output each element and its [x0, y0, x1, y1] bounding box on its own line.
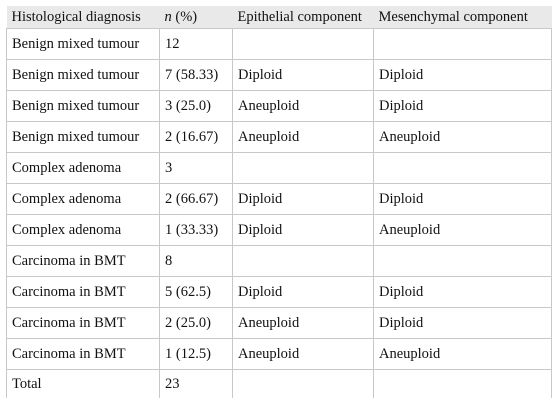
cell-n: 12 — [159, 28, 233, 60]
cell-epithelial — [232, 369, 374, 398]
cell-epithelial — [232, 28, 374, 60]
cell-diagnosis: Complex adenoma — [6, 214, 160, 246]
cell-mesenchymal: Aneuploid — [373, 121, 552, 153]
header-n-symbol: n — [164, 8, 172, 25]
cell-diagnosis: Total — [6, 369, 160, 398]
table-row: Carcinoma in BMT 2 (25.0) Aneuploid Dipl… — [6, 307, 552, 339]
header-histological-diagnosis: Histological diagnosis — [6, 6, 160, 29]
cell-epithelial — [232, 152, 374, 184]
cell-diagnosis: Benign mixed tumour — [6, 121, 160, 153]
cell-mesenchymal — [373, 245, 552, 277]
cell-diagnosis: Benign mixed tumour — [6, 90, 160, 122]
cell-n: 1 (12.5) — [159, 338, 233, 370]
cell-epithelial: Aneuploid — [232, 307, 374, 339]
table-row: Benign mixed tumour 2 (16.67) Aneuploid … — [6, 121, 552, 153]
cell-mesenchymal: Diploid — [373, 276, 552, 308]
cell-n: 2 (25.0) — [159, 307, 233, 339]
cell-n: 3 (25.0) — [159, 90, 233, 122]
cell-n: 23 — [159, 369, 233, 398]
cell-diagnosis: Complex adenoma — [6, 183, 160, 215]
cell-n: 3 — [159, 152, 233, 184]
cell-mesenchymal: Diploid — [373, 59, 552, 91]
cell-n: 8 — [159, 245, 233, 277]
header-n-suffix: (%) — [171, 8, 198, 25]
cell-n: 7 (58.33) — [159, 59, 233, 91]
cell-mesenchymal: Diploid — [373, 183, 552, 215]
cell-epithelial: Diploid — [232, 183, 374, 215]
cell-mesenchymal: Aneuploid — [373, 338, 552, 370]
cell-n: 2 (66.67) — [159, 183, 233, 215]
cell-epithelial: Diploid — [232, 59, 374, 91]
table-row: Carcinoma in BMT 8 — [6, 245, 552, 277]
cell-mesenchymal: Aneuploid — [373, 214, 552, 246]
cell-diagnosis: Carcinoma in BMT — [6, 307, 160, 339]
table-row: Benign mixed tumour 12 — [6, 28, 552, 60]
cell-epithelial: Aneuploid — [232, 338, 374, 370]
header-epithelial-component: Epithelial component — [232, 6, 374, 29]
cell-epithelial: Aneuploid — [232, 121, 374, 153]
cell-diagnosis: Benign mixed tumour — [6, 59, 160, 91]
header-row: Histological diagnosis n (%) Epithelial … — [6, 6, 552, 29]
cell-diagnosis: Carcinoma in BMT — [6, 338, 160, 370]
ploidy-table: Histological diagnosis n (%) Epithelial … — [6, 6, 552, 398]
cell-diagnosis: Benign mixed tumour — [6, 28, 160, 60]
cell-epithelial: Aneuploid — [232, 90, 374, 122]
cell-n: 1 (33.33) — [159, 214, 233, 246]
cell-mesenchymal — [373, 369, 552, 398]
cell-mesenchymal — [373, 28, 552, 60]
table-row: Complex adenoma 1 (33.33) Diploid Aneupl… — [6, 214, 552, 246]
header-mesenchymal-component: Mesenchymal component — [373, 6, 552, 29]
table-row: Complex adenoma 3 — [6, 152, 552, 184]
table-row: Benign mixed tumour 3 (25.0) Aneuploid D… — [6, 90, 552, 122]
table-row-total: Total 23 — [6, 369, 552, 398]
cell-mesenchymal — [373, 152, 552, 184]
cell-mesenchymal: Diploid — [373, 90, 552, 122]
cell-epithelial — [232, 245, 374, 277]
cell-diagnosis: Complex adenoma — [6, 152, 160, 184]
cell-n: 5 (62.5) — [159, 276, 233, 308]
cell-n: 2 (16.67) — [159, 121, 233, 153]
table-row: Carcinoma in BMT 5 (62.5) Diploid Diploi… — [6, 276, 552, 308]
cell-epithelial: Diploid — [232, 276, 374, 308]
table-body: Benign mixed tumour 12 Benign mixed tumo… — [6, 28, 552, 398]
cell-diagnosis: Carcinoma in BMT — [6, 245, 160, 277]
table-row: Benign mixed tumour 7 (58.33) Diploid Di… — [6, 59, 552, 91]
table-header: Histological diagnosis n (%) Epithelial … — [6, 6, 552, 29]
cell-epithelial: Diploid — [232, 214, 374, 246]
cell-diagnosis: Carcinoma in BMT — [6, 276, 160, 308]
cell-mesenchymal: Diploid — [373, 307, 552, 339]
header-n-percent: n (%) — [159, 6, 233, 29]
table-row: Complex adenoma 2 (66.67) Diploid Diploi… — [6, 183, 552, 215]
table-row: Carcinoma in BMT 1 (12.5) Aneuploid Aneu… — [6, 338, 552, 370]
